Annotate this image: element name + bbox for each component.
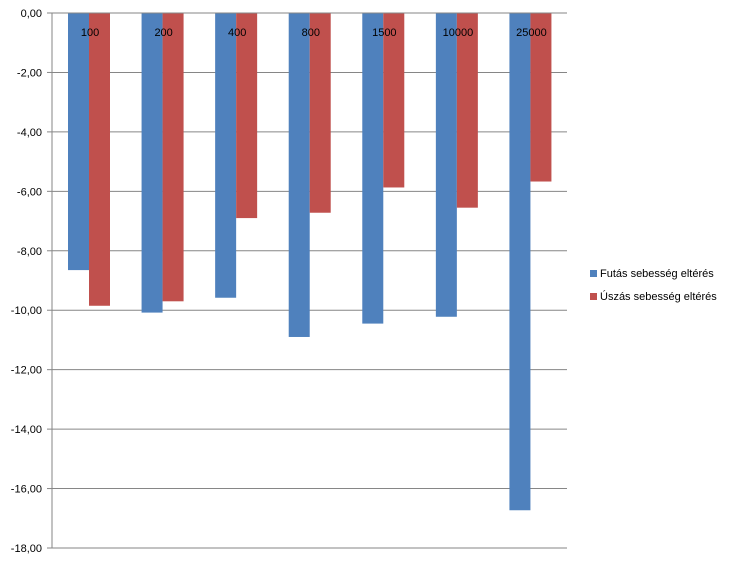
labels: 0,00 -2,00 -4,00 -6,00 -8,00 -10,00 -12,00 -14,… [11,8,547,555]
x-category-label: 200 [154,27,172,39]
y-tick-label: -16,00 [11,484,42,496]
y-tick-label: -4,00 [17,127,42,139]
bar-swimming [162,13,184,302]
bar-swimming [456,13,478,208]
y-tick-label: -12,00 [11,365,42,377]
x-category-label: 800 [302,27,320,39]
x-category-label: 25000 [516,27,547,39]
y-tick-label: -10,00 [11,305,42,317]
bar-swimming [309,13,331,213]
y-tick-label: -2,00 [17,67,42,79]
bar-running [362,13,384,324]
x-category-label: 100 [81,27,99,39]
bars [68,13,552,511]
bar-running [288,13,310,337]
bar-running [215,13,237,298]
legend-swatch-swimming [590,293,597,300]
x-category-label: 1500 [372,27,396,39]
y-tick-label: 0,00 [21,8,42,20]
bar-running [141,13,163,313]
bar-swimming [530,13,552,182]
legend: Futás sebesség eltérés Úszás sebesség el… [590,262,717,308]
bar-swimming [383,13,405,188]
legend-swatch-running [590,270,597,277]
x-category-label: 10000 [443,27,474,39]
bar-swimming [89,13,110,306]
y-tick-label: -18,00 [11,543,42,555]
bar-swimming [236,13,258,219]
bar-running [509,13,531,511]
axes [51,12,567,548]
bar-running [68,13,89,271]
legend-item-swimming: Úszás sebesség eltérés [590,285,717,308]
y-tick-label: -8,00 [17,246,42,258]
legend-label-running: Futás sebesség eltérés [600,267,714,280]
y-tick-label: -14,00 [11,424,42,436]
legend-item-running: Futás sebesség eltérés [590,262,717,285]
bar-running [435,13,457,317]
legend-label-swimming: Úszás sebesség eltérés [600,290,717,303]
y-tick-label: -6,00 [17,186,42,198]
x-category-label: 400 [228,27,246,39]
